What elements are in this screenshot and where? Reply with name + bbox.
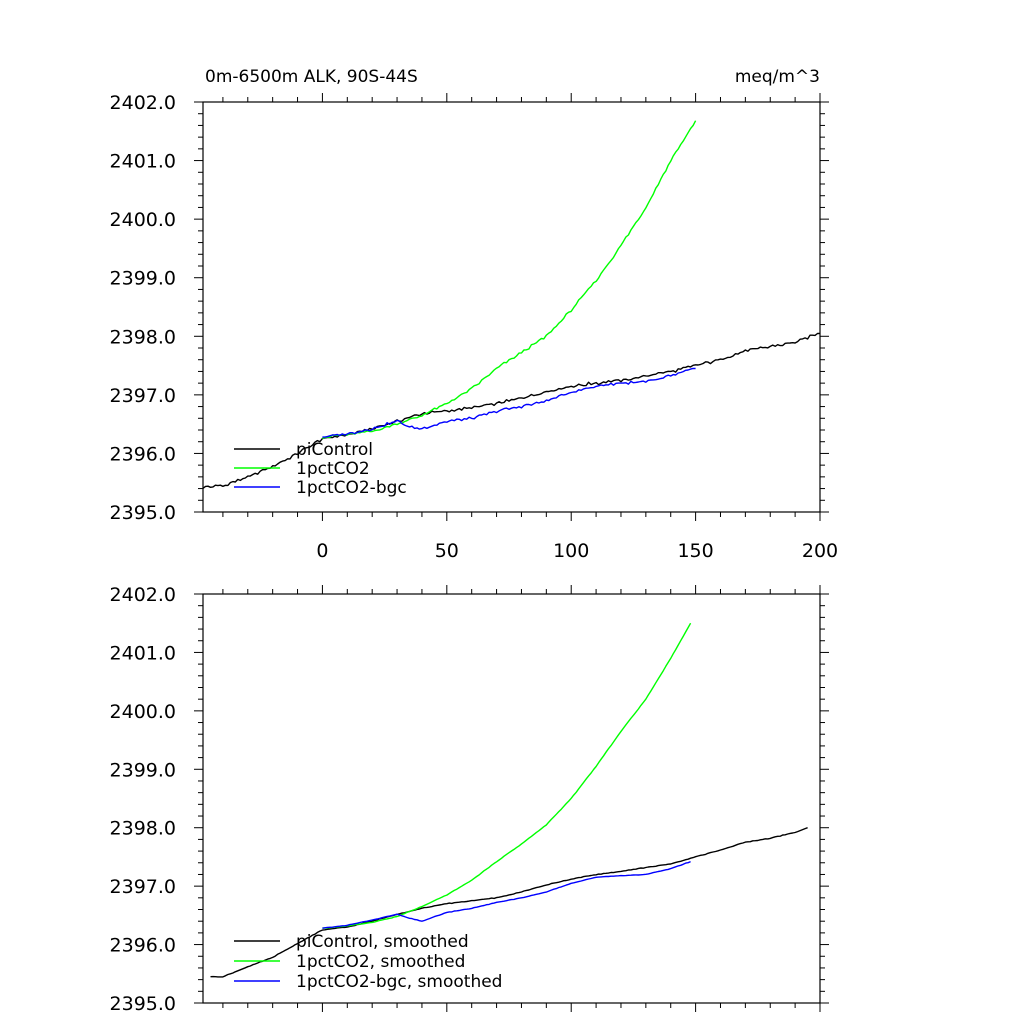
y-tick-label: 2400.0 bbox=[110, 701, 176, 723]
legend-label: 1pctCO2 bbox=[296, 459, 370, 479]
y-tick-label: 2401.0 bbox=[110, 151, 176, 173]
plot-frame bbox=[202, 101, 821, 513]
y-tick-label: 2397.0 bbox=[110, 385, 176, 407]
y-tick-label: 2400.0 bbox=[110, 209, 176, 231]
y-tick-label: 2396.0 bbox=[110, 935, 176, 957]
x-tick-label: 0 bbox=[316, 540, 328, 562]
y-tick-label: 2401.0 bbox=[110, 642, 176, 664]
y-tick-label: 2398.0 bbox=[110, 818, 176, 840]
legend-label: piControl, smoothed bbox=[296, 932, 469, 952]
y-tick-label: 2395.0 bbox=[110, 993, 176, 1015]
y-tick-label: 2399.0 bbox=[110, 759, 176, 781]
legend-label: 1pctCO2, smoothed bbox=[296, 952, 465, 972]
series-line-picontrol-smoothed bbox=[210, 827, 808, 978]
series-line-1pctco2 bbox=[322, 120, 697, 440]
x-tick-label: 100 bbox=[553, 540, 589, 562]
series-line-1pctco2-smoothed bbox=[322, 622, 692, 929]
legend-label: 1pctCO2-bgc, smoothed bbox=[296, 972, 502, 992]
series-line-1pctco2-bgc bbox=[322, 367, 696, 438]
bottom-panel: 2395.0 2396.0 2397.0 2398.0 2399.0 2400.0 2401… bbox=[110, 584, 829, 1015]
x-tick-label: 150 bbox=[677, 540, 713, 562]
y-tick-label: 2402.0 bbox=[110, 92, 176, 114]
y-tick-label: 2395.0 bbox=[110, 502, 176, 524]
chart-title: 0m-6500m ALK, 90S-44S bbox=[205, 67, 418, 87]
x-tick-label: 200 bbox=[802, 540, 838, 562]
series-line-picontrol bbox=[202, 332, 821, 489]
y-tick-label: 2397.0 bbox=[110, 876, 176, 898]
y-tick-label: 2402.0 bbox=[110, 584, 176, 606]
y-tick-label: 2399.0 bbox=[110, 268, 176, 290]
series-line-1pctco2-bgc-smoothed bbox=[322, 860, 691, 929]
x-tick-label: 50 bbox=[435, 540, 459, 562]
plot-frame bbox=[202, 593, 821, 1004]
legend-label: 1pctCO2-bgc bbox=[296, 478, 407, 498]
y-tick-label: 2396.0 bbox=[110, 443, 176, 465]
chart-units: meq/m^3 bbox=[735, 67, 820, 87]
legend-label: piControl bbox=[296, 440, 373, 460]
top-panel: 0 50 100 150 200 2395.0 2396.0 2397.0 2398.0 2399… bbox=[110, 92, 839, 562]
y-tick-label: 2398.0 bbox=[110, 326, 176, 348]
